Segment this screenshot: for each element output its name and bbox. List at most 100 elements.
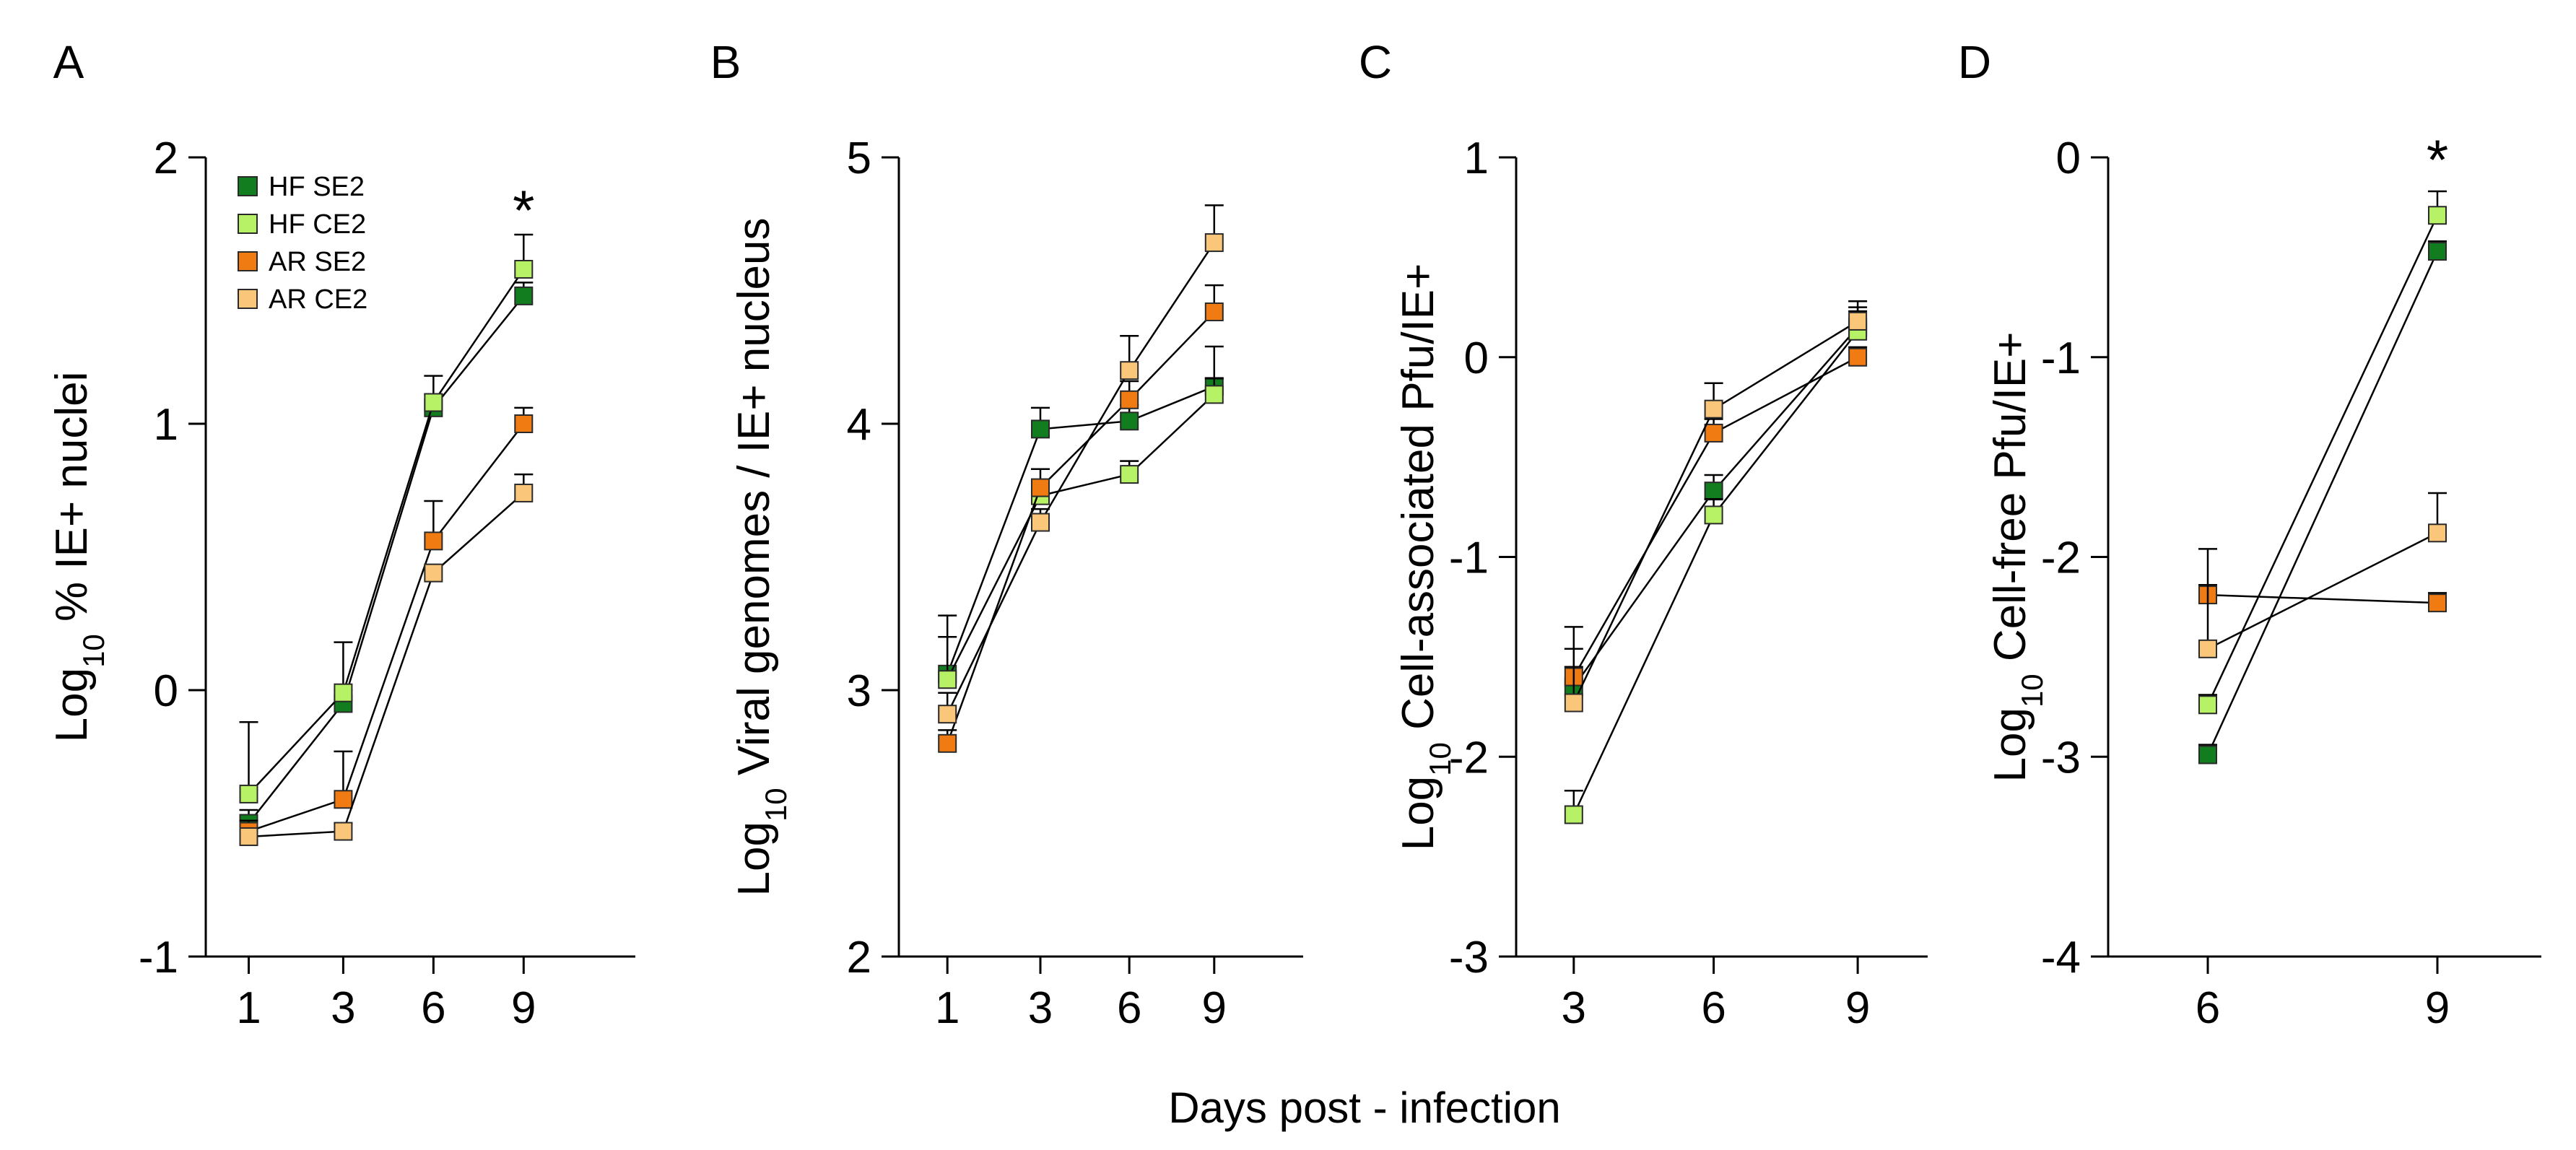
x-axis-title: Days post - infection [1168,1084,1561,1132]
data-point [1848,347,1868,367]
y-tick-label: 3 [847,666,871,716]
data-point [1120,361,1139,380]
data-point [424,531,443,551]
legend-swatch [238,214,258,234]
data-point [1031,513,1050,532]
series-hf-ce2 [2198,190,2447,715]
data-point [239,827,258,846]
y-tick-label: 5 [847,134,871,183]
panel-d: D 0 -1 -2 -3 -4 6 9 Log10 Cell-free Pfu/IE+ * [1958,36,2541,1033]
x-tick-label: 6 [1117,983,1141,1033]
y-tick-label: -1 [1449,533,1489,583]
panel-letter: C [1359,36,1392,88]
series-line [248,492,525,838]
series-ar-ce2 [1564,300,1868,713]
legend-swatch [238,251,258,271]
y-tick-label: -2 [1449,733,1489,783]
data-point [2428,593,2447,613]
y-axis-title-subscript: 10 [1423,742,1457,776]
y-tick-label: -4 [2041,933,2081,983]
series-line [248,295,525,824]
panel-b: B 5 4 3 2 1 3 6 9 Log10 Viral genomes / IE+ nucle… [710,36,1303,1033]
x-tick-label: 3 [331,983,355,1033]
series-line [2206,214,2439,705]
series-line [248,423,525,832]
series-hf-se2 [938,345,1224,684]
y-axis-title: Log10 Cell-free Pfu/IE+ [1985,332,2049,783]
data-point [2198,695,2217,715]
data-point [334,822,353,841]
x-tick-label: 1 [935,983,960,1033]
y-tick-label: -1 [139,933,178,983]
y-axis-title-subscript: 10 [2015,674,2049,707]
legend: HF SE2 HF CE2 AR SE2 AR CE2 [238,172,367,315]
data-point [1120,411,1139,431]
series-line [248,269,525,795]
data-point [1564,693,1583,713]
series-hf-se2 [2198,240,2447,765]
panel-letter: A [53,36,84,88]
x-tick-label: 6 [1701,983,1726,1033]
data-point [2428,523,2447,543]
y-tick-label: 2 [154,134,178,183]
data-point [514,414,534,433]
y-axis-title: Log10 % IE+ nuclei [47,372,110,743]
data-point [938,733,957,753]
legend-swatch [238,289,258,309]
data-point [1031,419,1050,439]
x-tick-label: 6 [421,983,445,1033]
data-point [1120,465,1139,484]
panel-letter: B [710,36,741,88]
data-point [1204,385,1224,404]
legend-label: HF SE2 [269,172,365,202]
legend-label: HF CE2 [269,209,366,240]
data-point [1204,233,1224,253]
series-line [947,393,1215,680]
data-point [1204,302,1224,322]
series-line [2207,593,2438,604]
x-tick-label: 9 [2425,983,2450,1033]
data-point [1704,423,1723,443]
y-axis-title-subscript: 10 [77,634,110,668]
series-line [947,311,1215,744]
legend-label: AR SE2 [269,247,366,277]
data-point [1031,478,1050,497]
data-point [424,563,443,583]
series-ar-se2 [239,406,534,841]
panel-letter: D [1958,36,1991,88]
data-point [1704,399,1723,419]
data-point [424,393,443,412]
y-axis-title-text: Viral genomes / IE+ nucleus [729,218,779,788]
series-ar-ce2 [938,204,1224,724]
series-ar-se2 [938,284,1224,753]
data-point [2428,206,2447,225]
y-tick-label: 2 [847,933,871,983]
data-point [938,670,957,689]
series-ar-se2 [2198,583,2447,613]
data-point [514,259,534,279]
significance-star: * [513,178,534,242]
y-axis-title: Log10 Cell-associated Pfu/IE+ [1393,263,1457,851]
y-tick-label: -2 [2041,533,2081,583]
series-line [2206,251,2439,756]
y-tick-label: 0 [2056,134,2081,183]
y-tick-label: 1 [1464,134,1489,183]
x-tick-label: 3 [1562,983,1586,1033]
y-tick-label: -3 [1449,933,1489,983]
y-axis-title-subscript: 10 [759,788,793,822]
series-ar-ce2 [239,473,534,846]
data-point [1564,805,1583,824]
data-point [1848,311,1868,331]
x-tick-label: 6 [2196,983,2220,1033]
data-point [514,286,534,305]
y-axis-title-text: Cell-free Pfu/IE+ [1985,332,2035,674]
data-point [514,483,534,502]
data-point [239,784,258,803]
legend-swatch [238,176,258,196]
y-axis-title: Log10 Viral genomes / IE+ nucleus [729,218,793,897]
data-point [2198,745,2217,765]
data-point [334,790,353,809]
